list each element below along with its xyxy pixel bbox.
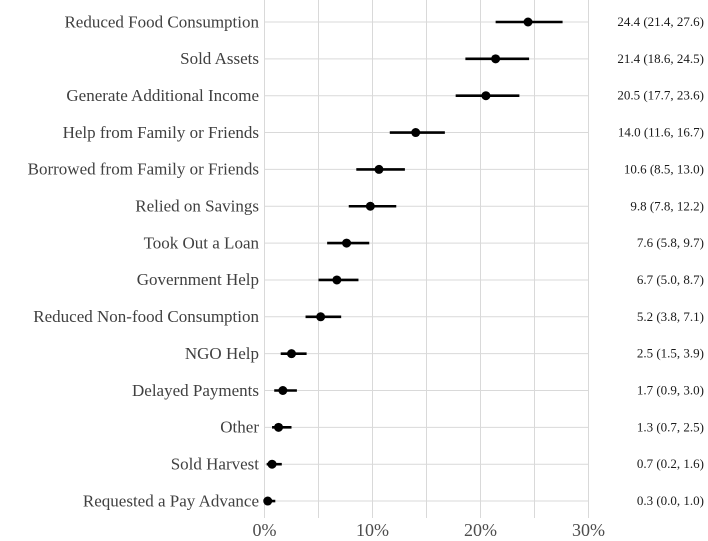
category-label: Requested a Pay Advance [83,491,259,510]
category-label: NGO Help [185,344,259,363]
value-label: 0.7 (0.2, 1.6) [637,456,704,471]
value-label: 9.8 (7.8, 12.2) [630,198,704,213]
estimate-point [263,496,273,506]
estimate-point [365,201,375,211]
category-label: Generate Additional Income [66,86,259,105]
estimate-point [481,91,491,101]
x-axis-tick-label: 10% [356,520,389,540]
x-axis-tick-label: 0% [253,520,277,540]
estimate-point [278,386,288,395]
value-label: 1.7 (0.9, 3.0) [637,383,704,398]
category-label: Sold Harvest [171,454,260,473]
category-label: Other [220,418,259,437]
estimate-point [523,17,533,27]
estimate-point [316,312,326,322]
value-label: 5.2 (3.8, 7.1) [637,309,704,324]
estimate-point [274,422,284,432]
category-label: Reduced Non-food Consumption [33,307,259,326]
estimate-point [287,349,296,359]
category-label: Sold Assets [180,49,259,68]
category-label: Government Help [137,270,259,289]
value-label: 7.6 (5.8, 9.7) [637,235,704,250]
x-axis-tick-label: 30% [572,520,605,540]
category-label: Relied on Savings [135,197,259,216]
value-label: 20.5 (17.7, 23.6) [617,88,704,103]
category-label: Help from Family or Friends [63,123,259,142]
estimate-point [374,164,384,174]
value-label: 21.4 (18.6, 24.5) [617,51,704,66]
x-axis-tick-label: 20% [464,520,497,540]
category-label: Took Out a Loan [144,233,260,252]
estimate-point [267,459,277,469]
value-label: 24.4 (21.4, 27.6) [617,14,704,29]
value-label: 1.3 (0.7, 2.5) [637,419,704,434]
category-label: Borrowed from Family or Friends [28,160,259,179]
estimate-point [342,238,352,248]
value-label: 10.6 (8.5, 13.0) [624,161,704,176]
estimate-point [411,128,421,138]
category-label: Reduced Food Consumption [64,12,259,31]
estimate-point [332,275,342,285]
estimate-point [491,54,501,64]
category-label: Delayed Payments [132,381,259,400]
value-label: 0.3 (0.0, 1.0) [637,493,704,508]
value-label: 6.7 (5.0, 8.7) [637,272,704,287]
value-label: 14.0 (11.6, 16.7) [618,125,704,140]
value-label: 2.5 (1.5, 3.9) [637,346,704,361]
